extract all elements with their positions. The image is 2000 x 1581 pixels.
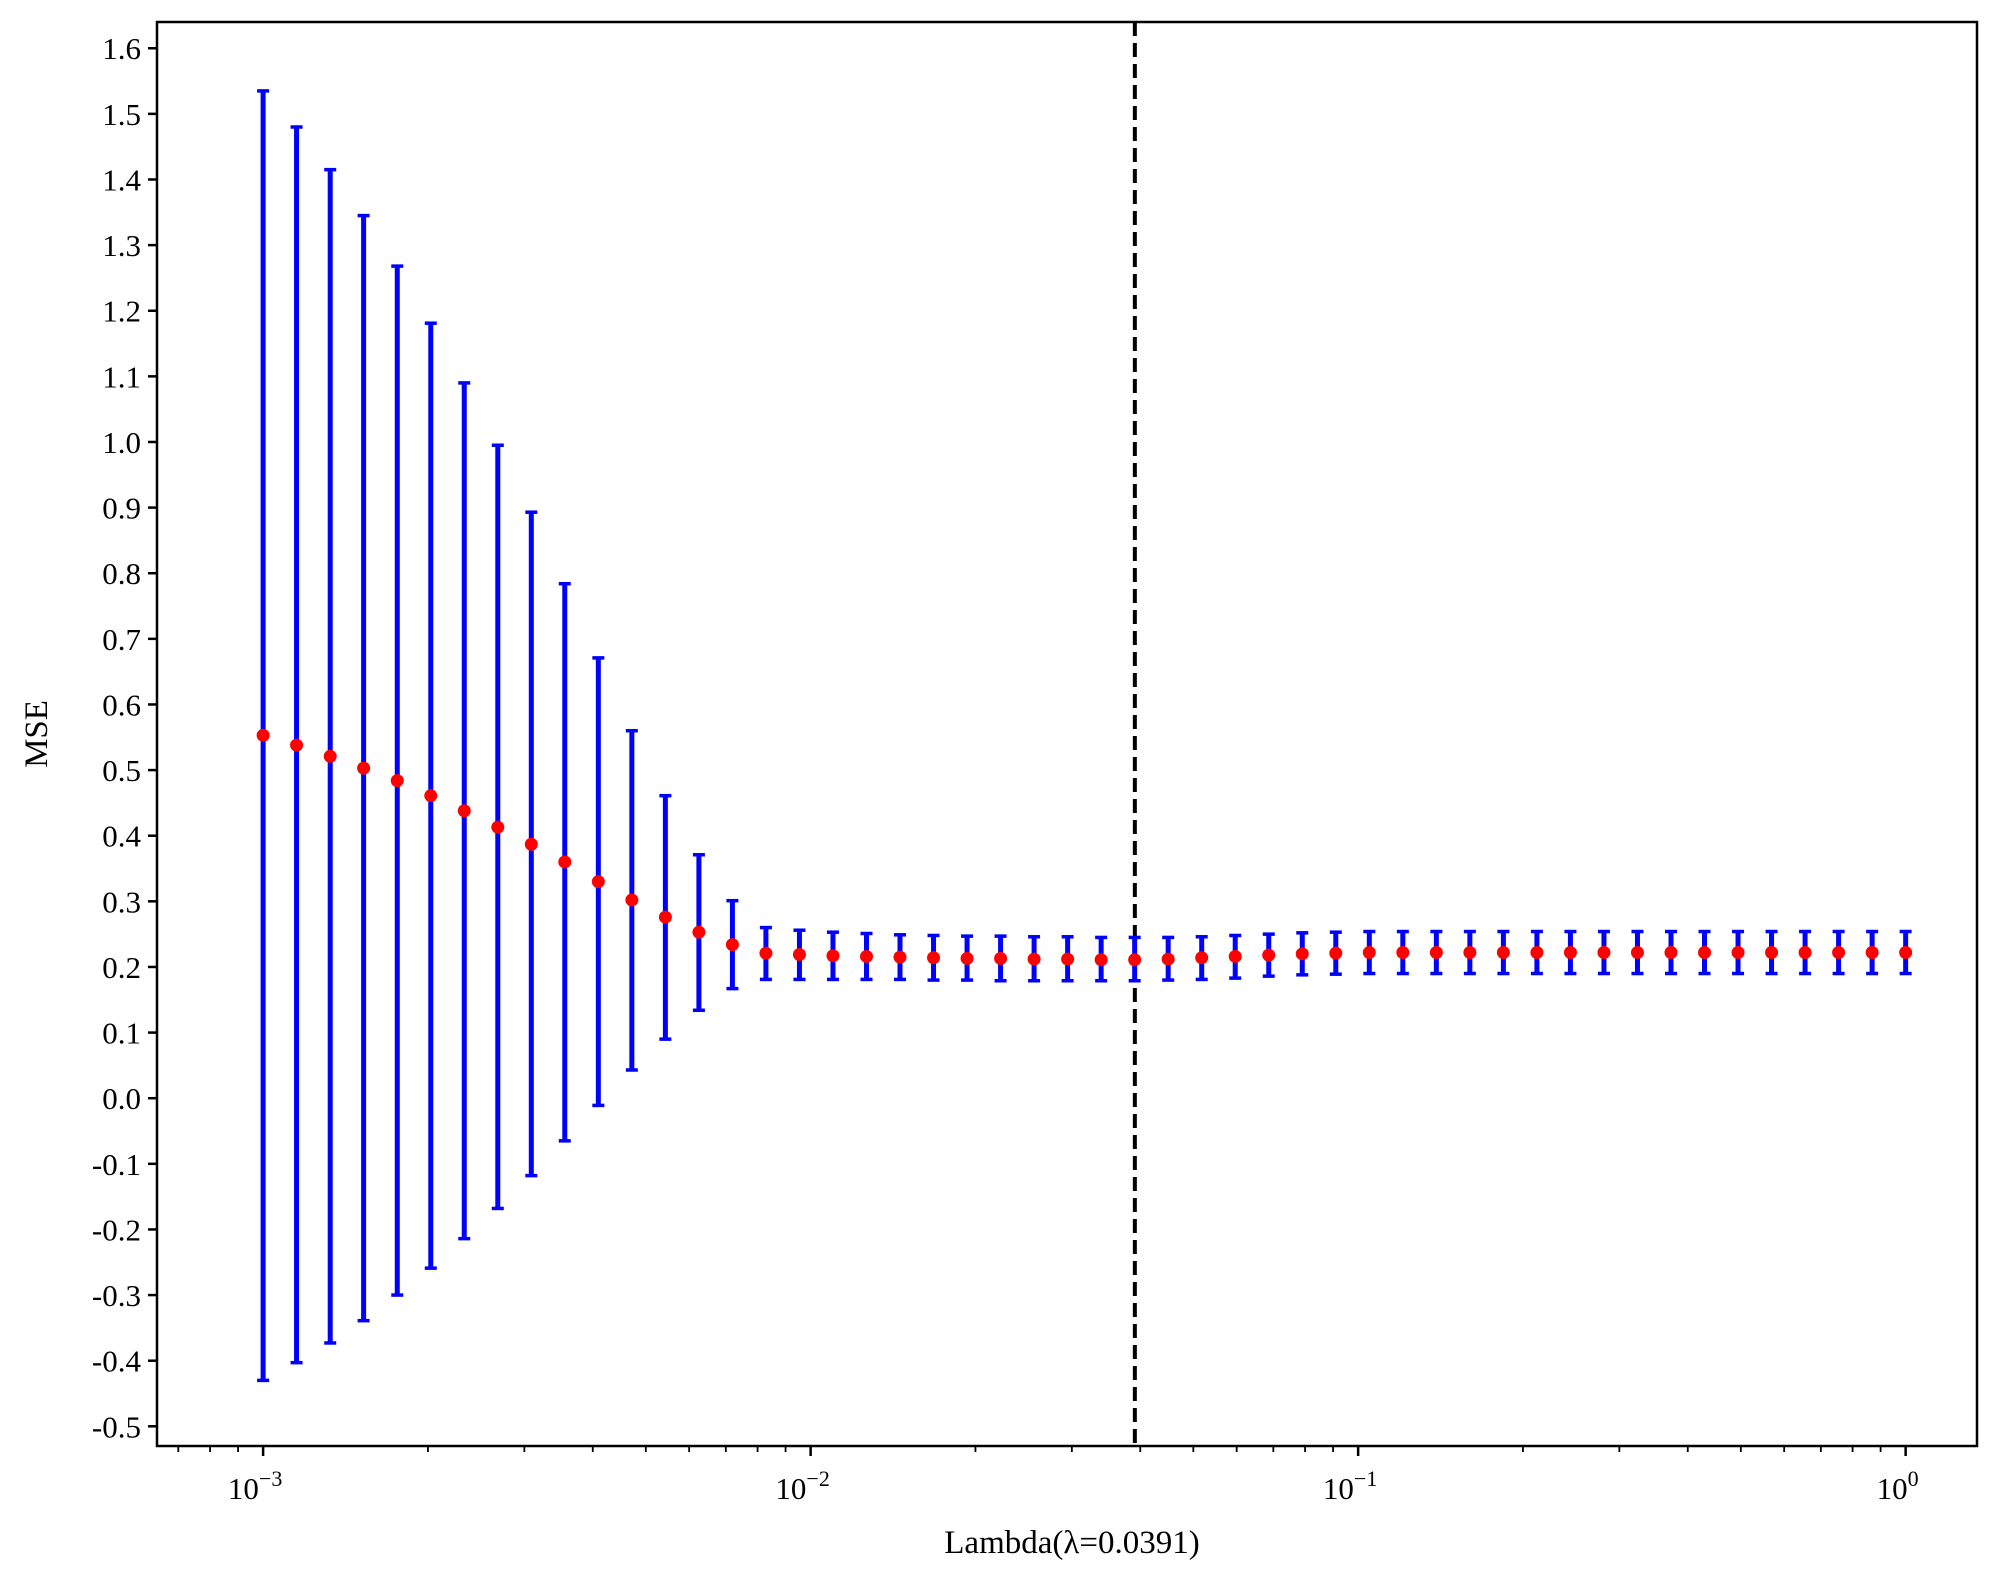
mse-point: [927, 951, 941, 965]
mse-point: [1329, 946, 1343, 960]
y-tick-label: 0.5: [102, 753, 141, 788]
mse-point: [390, 774, 404, 788]
x-tick-base: 10: [1877, 1471, 1908, 1506]
x-tick-exponent: −3: [259, 1466, 282, 1491]
mse-point: [424, 789, 438, 803]
x-tick-base: 10: [228, 1471, 259, 1506]
x-tick-label: 10−3: [228, 1466, 282, 1506]
mse-point: [1798, 946, 1812, 960]
y-tick-label: 1.1: [102, 359, 141, 394]
x-tick-label: 100: [1877, 1466, 1919, 1506]
mse-point: [1396, 946, 1410, 960]
x-axis: 10−3 10−2 10−1 100: [228, 1446, 1919, 1506]
mse-point: [1161, 952, 1175, 966]
mse-point: [1530, 946, 1544, 960]
y-tick-label: 1.4: [102, 162, 141, 197]
mse-point: [1563, 946, 1577, 960]
mse-point: [1832, 946, 1846, 960]
mse-point: [323, 749, 337, 763]
mse-point: [357, 761, 371, 775]
mse-point: [1698, 946, 1712, 960]
y-tick-label: -0.2: [92, 1212, 141, 1247]
mse-point: [725, 938, 739, 952]
y-tick-label: -0.3: [92, 1278, 141, 1313]
x-axis-label: Lambda(λ=0.0391): [944, 1525, 1199, 1561]
mse-point: [1630, 946, 1644, 960]
error-bars: [257, 89, 1912, 1383]
mse-point: [1597, 946, 1611, 960]
mse-point: [1061, 952, 1075, 966]
mse-point: [1228, 949, 1242, 963]
mse-point: [491, 820, 505, 834]
y-tick-label: 0.4: [102, 819, 141, 854]
y-tick-label: 1.5: [102, 97, 141, 132]
y-axis: 1.6 1.5 1.4 1.3 1.2 1.1 1.0 0.9 0.8 0.7 0.6 0.5 0.4 0…: [92, 31, 157, 1444]
mse-point: [1128, 953, 1142, 967]
mse-point: [1295, 947, 1309, 961]
x-axis-minor-ticks: [177, 1446, 1882, 1452]
mse-point: [524, 837, 538, 851]
mse-point: [1731, 946, 1745, 960]
mse-point: [893, 950, 907, 964]
x-tick-exponent: −1: [1354, 1466, 1377, 1491]
mse-point: [1362, 946, 1376, 960]
y-tick-label: 0.6: [102, 687, 141, 722]
mse-point: [860, 949, 874, 963]
y-tick-label: 0.2: [102, 950, 141, 985]
plot-area: 1.6 1.5 1.4 1.3 1.2 1.1 1.0 0.9 0.8 0.7 0.6 0.5 0.4 0…: [92, 20, 1979, 1506]
mse-point: [1496, 946, 1510, 960]
x-tick-exponent: −2: [806, 1466, 829, 1491]
mse-point: [994, 951, 1008, 965]
mse-point: [558, 855, 572, 869]
mse-point: [290, 738, 304, 752]
y-tick-label: 1.0: [102, 425, 141, 460]
mse-point: [256, 728, 270, 742]
mse-point: [692, 925, 706, 939]
y-tick-label: -0.5: [92, 1409, 141, 1444]
mse-point: [658, 910, 672, 924]
y-tick-label: -0.4: [92, 1344, 142, 1379]
mse-point: [1765, 946, 1779, 960]
mse-point: [1463, 946, 1477, 960]
mse-point: [625, 893, 639, 907]
x-tick-exponent: 0: [1908, 1466, 1919, 1491]
mse-point: [792, 947, 806, 961]
mse-point: [1195, 951, 1209, 965]
y-tick-label: 1.6: [102, 31, 141, 66]
y-axis-label: MSE: [19, 700, 55, 768]
y-tick-label: 0.9: [102, 491, 141, 526]
mse-point: [591, 875, 605, 889]
y-tick-label: 1.3: [102, 228, 141, 263]
mse-point: [1664, 946, 1678, 960]
mse-point: [1027, 952, 1041, 966]
mse-point: [1094, 953, 1108, 967]
y-tick-label: 0.7: [102, 622, 141, 657]
x-tick-label: 10−2: [775, 1466, 829, 1506]
mse-point: [826, 949, 840, 963]
y-tick-label: 0.0: [102, 1081, 141, 1116]
plot-frame: [155, 20, 1979, 1448]
y-tick-label: 0.8: [102, 556, 141, 591]
mse-point: [457, 804, 471, 818]
mse-points: [256, 728, 1913, 967]
x-tick-base: 10: [1323, 1471, 1354, 1506]
mse-point: [1429, 946, 1443, 960]
y-tick-label: 0.1: [102, 1016, 141, 1051]
mse-point: [759, 946, 773, 960]
y-tick-label: 1.2: [102, 294, 141, 329]
y-tick-label: -0.1: [92, 1147, 141, 1182]
mse-point: [1262, 948, 1276, 962]
mse-point: [1899, 946, 1913, 960]
x-tick-label: 10−1: [1323, 1466, 1377, 1506]
mse-point: [1865, 946, 1879, 960]
mse-point: [960, 951, 974, 965]
x-tick-base: 10: [775, 1471, 806, 1506]
y-tick-label: 0.3: [102, 884, 141, 919]
